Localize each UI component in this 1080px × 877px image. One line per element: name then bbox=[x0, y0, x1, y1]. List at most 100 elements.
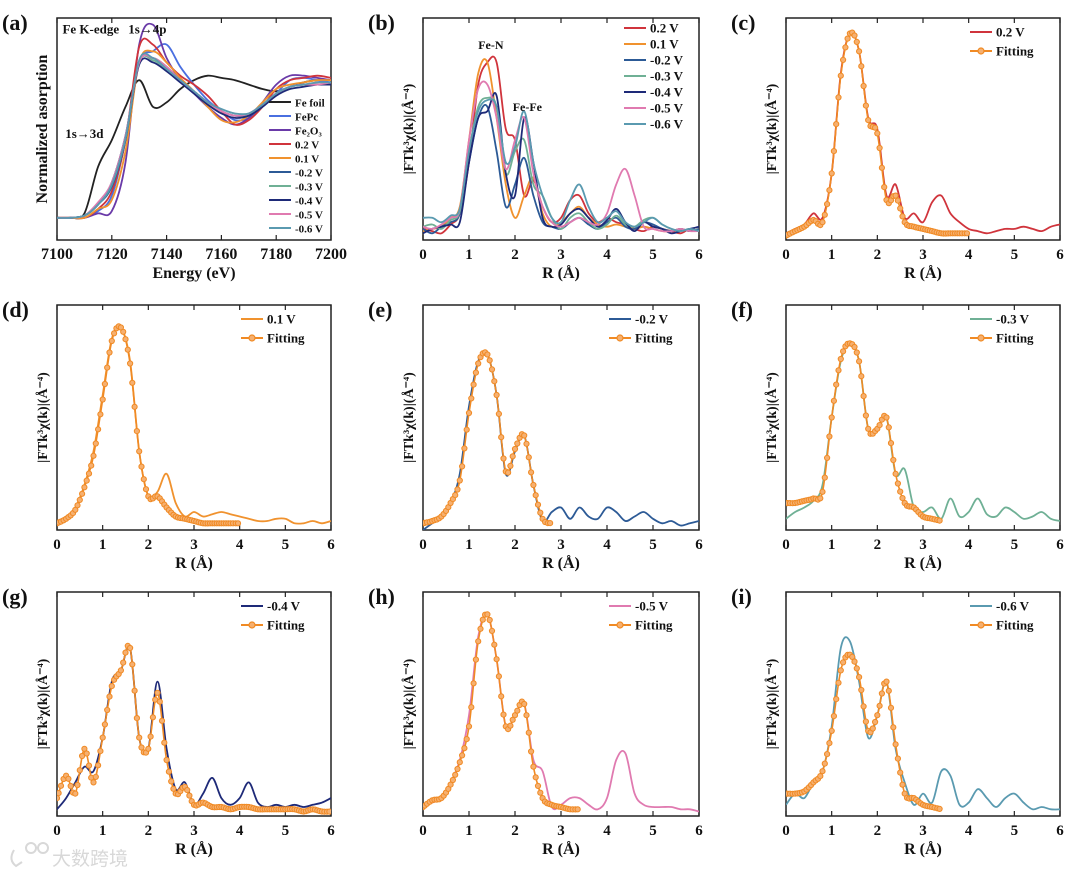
fit-marker bbox=[853, 349, 860, 356]
x-tick-label: 4 bbox=[603, 247, 611, 263]
y-axis-label: |FTk³χ(k)|(Å⁻⁴) bbox=[764, 83, 780, 174]
fit-marker bbox=[165, 768, 172, 775]
fit-marker bbox=[468, 395, 475, 402]
fit-marker bbox=[856, 674, 863, 681]
fit-marker bbox=[488, 366, 496, 373]
x-tick-label: 4 bbox=[965, 247, 973, 263]
legend-item: -0.3 V bbox=[970, 312, 1030, 327]
fit-marker bbox=[830, 397, 838, 404]
fit-marker bbox=[817, 495, 824, 502]
series-group bbox=[57, 323, 331, 527]
x-tick-label: 2 bbox=[874, 537, 882, 553]
legend: -0.3 V Fitting bbox=[970, 312, 1034, 346]
legend-label: -0.3 V bbox=[996, 312, 1030, 327]
fit-marker bbox=[85, 762, 93, 769]
fit-marker bbox=[488, 627, 496, 635]
x-axis-label: R (Å) bbox=[175, 840, 213, 858]
fit-marker bbox=[454, 486, 461, 493]
x-tick-label: 5 bbox=[282, 823, 290, 839]
fit-marker bbox=[90, 452, 97, 459]
panel-a: (a) 7100 7120 7140 7160 7180 7200 Energy (eV) No… bbox=[2, 10, 347, 282]
series-group bbox=[786, 340, 1060, 524]
watermark: 大数跨境 bbox=[10, 842, 128, 870]
fit-marker bbox=[894, 480, 902, 487]
x-tick-label: 3 bbox=[919, 823, 927, 839]
fit-marker bbox=[821, 211, 828, 218]
fit-marker bbox=[826, 740, 833, 747]
x-tick-label: 6 bbox=[1056, 823, 1064, 839]
fit-marker bbox=[851, 343, 858, 351]
x-tick-label: 0 bbox=[53, 823, 61, 839]
fit-marker bbox=[475, 638, 482, 645]
annotation: 1s→4p bbox=[128, 22, 166, 37]
legend-label: 0.2 V bbox=[996, 25, 1025, 40]
fit-marker bbox=[525, 729, 532, 736]
x-tick-label: 4 bbox=[965, 537, 973, 553]
x-tick-label: 0 bbox=[419, 823, 427, 839]
fit-marker bbox=[83, 750, 90, 757]
series-line-Fefoil bbox=[57, 74, 331, 220]
fit-marker bbox=[528, 748, 535, 755]
panel-label: (f) bbox=[731, 297, 753, 322]
fit-marker bbox=[521, 432, 528, 439]
fit-marker bbox=[824, 454, 831, 461]
series-line--0.5V bbox=[423, 80, 699, 233]
fit-marker bbox=[883, 414, 890, 421]
fit-marker bbox=[865, 425, 872, 432]
fit-marker bbox=[878, 164, 886, 171]
fit-marker bbox=[869, 725, 876, 732]
fit-marker bbox=[108, 337, 115, 345]
legend-item: -0.4 V bbox=[269, 196, 323, 208]
fit-marker bbox=[184, 787, 191, 794]
fit-marker bbox=[826, 433, 833, 440]
x-tick-label: 3 bbox=[557, 823, 565, 839]
fit-marker bbox=[500, 455, 507, 462]
x-tick-label: 3 bbox=[557, 247, 565, 263]
fit-marker bbox=[842, 44, 849, 51]
legend-item: Fitting bbox=[609, 618, 673, 633]
fit-marker bbox=[461, 745, 468, 752]
panel-f: (f) 0 1 2 3 4 5 6 R (Å) |FTk³χ(k)|(Å⁻⁴) -0.3 V Fitt… bbox=[731, 297, 1064, 572]
fit-marker bbox=[523, 440, 530, 447]
fit-marker bbox=[122, 336, 129, 343]
legend-item: -0.6 V bbox=[970, 599, 1030, 614]
x-tick-label: 1 bbox=[465, 537, 473, 553]
y-axis-label: |FTk³χ(k)|(Å⁻⁴) bbox=[764, 658, 780, 749]
x-tick-label: 4 bbox=[965, 823, 973, 839]
fit-marker bbox=[849, 653, 856, 661]
fit-marker bbox=[521, 700, 528, 708]
fit-marker bbox=[862, 718, 870, 725]
fit-marker bbox=[835, 679, 842, 686]
legend-label: -0.5 V bbox=[635, 599, 669, 614]
legend-label: 0.1 V bbox=[295, 154, 319, 166]
fit-marker bbox=[477, 625, 484, 632]
fit-marker bbox=[833, 381, 840, 388]
legend-item: -0.2 V bbox=[624, 53, 684, 68]
fit-marker bbox=[149, 714, 156, 721]
series-line-Fitting bbox=[57, 644, 331, 813]
x-tick-label: 3 bbox=[190, 823, 198, 839]
watermark-logo-icon bbox=[10, 842, 49, 868]
fit-marker bbox=[936, 805, 943, 813]
fit-marker bbox=[874, 712, 881, 719]
fit-marker bbox=[101, 380, 109, 388]
fit-marker bbox=[147, 733, 154, 740]
fit-marker bbox=[835, 94, 842, 101]
legend-label: -0.5 V bbox=[650, 101, 684, 116]
fit-marker bbox=[837, 355, 844, 363]
fit-marker bbox=[500, 711, 507, 718]
fit-marker bbox=[894, 755, 902, 762]
legend-item: 0.2 V bbox=[269, 140, 319, 152]
fit-marker bbox=[899, 213, 906, 220]
legend-item: -0.6 V bbox=[624, 117, 684, 132]
fit-marker bbox=[509, 453, 516, 460]
legend-label: Fe foil bbox=[295, 98, 325, 110]
fit-marker bbox=[574, 806, 581, 813]
fit-marker bbox=[106, 349, 113, 356]
fit-marker bbox=[495, 673, 502, 680]
legend-label: 0.2 V bbox=[650, 21, 679, 36]
fit-marker bbox=[514, 707, 521, 714]
legend-item: Fe₂O₃ bbox=[269, 126, 322, 138]
fit-marker bbox=[856, 358, 863, 365]
fit-marker bbox=[887, 440, 895, 447]
